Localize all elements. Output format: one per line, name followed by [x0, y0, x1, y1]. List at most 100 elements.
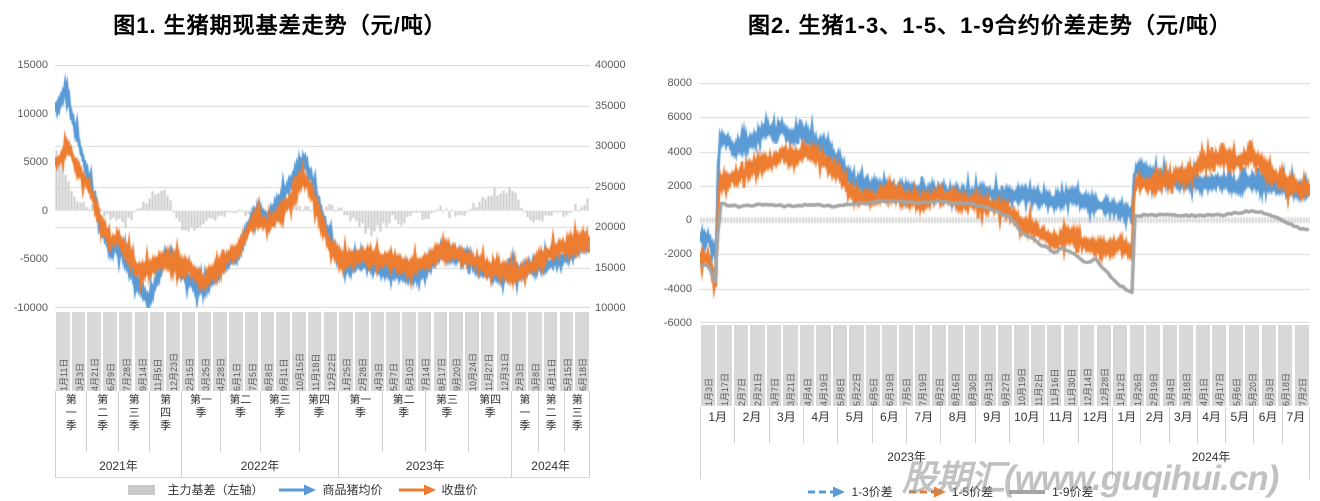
x-date-column: 8月8日	[260, 312, 275, 391]
month-cell: 11月	[1043, 407, 1077, 443]
x-date-column: 1月17日	[717, 325, 732, 406]
basis-legend-label-1: 商品猪均价	[322, 483, 383, 497]
month-cell: 3月	[768, 407, 803, 443]
x-date-column: 11月27日	[480, 312, 495, 391]
month-cell: 10月	[1009, 407, 1043, 443]
x-date-label: 3月4日	[1165, 377, 1176, 406]
x-date-column: 2月3日	[512, 312, 526, 391]
y-axis-tick: 0	[685, 214, 692, 227]
x-date-label: 4月19日	[819, 372, 830, 406]
x-date-column: 10月15日	[292, 312, 306, 391]
x-date-column: 8月30日	[964, 325, 980, 406]
x-date-label: 3月8日	[531, 362, 542, 391]
y-axis-tick: 8000	[667, 77, 692, 89]
x-date-column: 6月5日	[865, 325, 881, 406]
x-date-label: 2月28日	[357, 357, 368, 391]
y-axis-right-tick: 35000	[595, 99, 626, 112]
x-date-label: 2月3日	[515, 362, 526, 391]
y-axis-left-tick: 15000	[17, 59, 48, 71]
x-date-label: 2月7日	[736, 377, 747, 406]
x-date-label: 5月15日	[562, 357, 573, 391]
x-date-label: 2月21日	[753, 372, 764, 406]
x-date-column: 5月22日	[849, 325, 864, 406]
x-date-label: 4月28日	[216, 357, 227, 391]
basis-chart-legend: 主力基差（左轴） 商品猪均价 收盘价	[40, 481, 560, 498]
x-date-label: 7月5日	[247, 362, 258, 391]
basis-legend-label-0: 主力基差（左轴）	[167, 483, 264, 497]
x-date-label: 10月15日	[295, 352, 306, 391]
x-date-column: 6月10日	[402, 312, 416, 391]
x-date-column: 6月18日	[1278, 325, 1293, 406]
month-cell: 5月	[837, 407, 871, 443]
month-cell: 7月	[906, 407, 940, 443]
x-date-label: 9月20日	[452, 357, 463, 391]
quarter-cell: 第一季	[338, 391, 381, 452]
x-date-column: 4月1日	[1195, 325, 1210, 406]
quarter-cell: 第四季	[468, 391, 511, 452]
y-axis-tick: -6000	[663, 317, 692, 329]
x-date-label: 8月16日	[951, 372, 962, 406]
x-date-label: 6月10日	[405, 357, 416, 391]
x-date-label: 3月25日	[200, 357, 211, 391]
x-date-column: 9月14日	[134, 312, 149, 391]
y-axis-right-tick: 25000	[595, 180, 626, 193]
x-date-label: 1月25日	[342, 357, 353, 391]
x-date-label: 9月11日	[279, 358, 290, 391]
x-date-label: 8月30日	[967, 372, 978, 406]
x-date-column: 9月20日	[449, 312, 463, 391]
y-axis-tick: 2000	[667, 179, 692, 192]
month-cell: 4月	[1196, 407, 1225, 443]
spread-legend-item-0: 1-3价差	[806, 483, 893, 500]
x-date-label: 5月8日	[835, 377, 846, 406]
month-cell: 4月	[803, 407, 837, 443]
month-cell: 2月	[734, 407, 768, 443]
x-date-column: 1月11日	[56, 312, 70, 391]
x-date-column: 11月30日	[1063, 325, 1078, 406]
basis-legend-item-2: 收盘价	[397, 481, 478, 498]
x-date-label: 12月22日	[326, 352, 337, 391]
basis-legend-label-2: 收盘价	[441, 483, 478, 497]
quarter-cell: 第二季	[86, 391, 117, 452]
x-date-label: 1月12日	[1116, 372, 1127, 406]
year-cell: 2024年	[511, 452, 590, 478]
quarter-cell: 第二季	[381, 391, 425, 452]
month-cell: 6月	[871, 407, 906, 443]
x-date-column: 7月19日	[915, 325, 930, 406]
x-date-column: 5月6日	[1228, 325, 1243, 406]
x-date-label: 6月19日	[885, 372, 896, 406]
x-date-label: 7月14日	[420, 357, 431, 391]
y-axis-left-tick: 0	[41, 204, 48, 217]
y-axis-right-tick: 40000	[595, 59, 626, 71]
y-axis-left-tick: -10000	[13, 302, 48, 314]
x-date-column: 11月2日	[1030, 325, 1045, 406]
x-date-label: 8月8日	[263, 362, 274, 391]
x-date-label: 3月21日	[786, 372, 797, 406]
x-date-label: 4月3日	[373, 362, 384, 391]
x-date-label: 3月18日	[1182, 372, 1193, 406]
x-date-column: 1月12日	[1113, 325, 1128, 406]
x-date-label: 12月28日	[1099, 367, 1110, 406]
year-cell: 2022年	[180, 452, 339, 478]
x-date-label: 5月6日	[1231, 377, 1242, 406]
x-date-label: 4月21日	[90, 357, 101, 391]
x-date-column: 11月18日	[307, 312, 322, 391]
spread-chart-legend: 1-3价差 1-5价差 1-9价差	[700, 483, 1200, 500]
month-cell: 8月	[940, 407, 974, 443]
x-date-label: 5月20日	[1248, 372, 1259, 406]
x-date-label: 2月15日	[184, 357, 195, 391]
x-date-label: 2月19日	[1149, 372, 1160, 406]
x-date-column: 12月28日	[1096, 325, 1111, 406]
x-date-label: 8月17日	[436, 357, 447, 391]
x-date-column: 8月16日	[948, 325, 963, 406]
x-date-column: 2月28日	[354, 312, 369, 391]
y-axis-tick: -2000	[663, 248, 692, 261]
x-date-column: 3月7日	[766, 325, 782, 406]
x-date-label: 11月5日	[153, 358, 164, 391]
spread-legend-marker-0	[808, 486, 846, 497]
x-date-label: 6月5日	[868, 377, 879, 406]
quarter-cell: 第三季	[424, 391, 468, 452]
x-date-label: 5月7日	[389, 362, 400, 391]
x-date-label: 6月18日	[578, 357, 589, 391]
x-date-column: 7月14日	[417, 312, 432, 391]
month-cell: 5月	[1225, 407, 1253, 443]
